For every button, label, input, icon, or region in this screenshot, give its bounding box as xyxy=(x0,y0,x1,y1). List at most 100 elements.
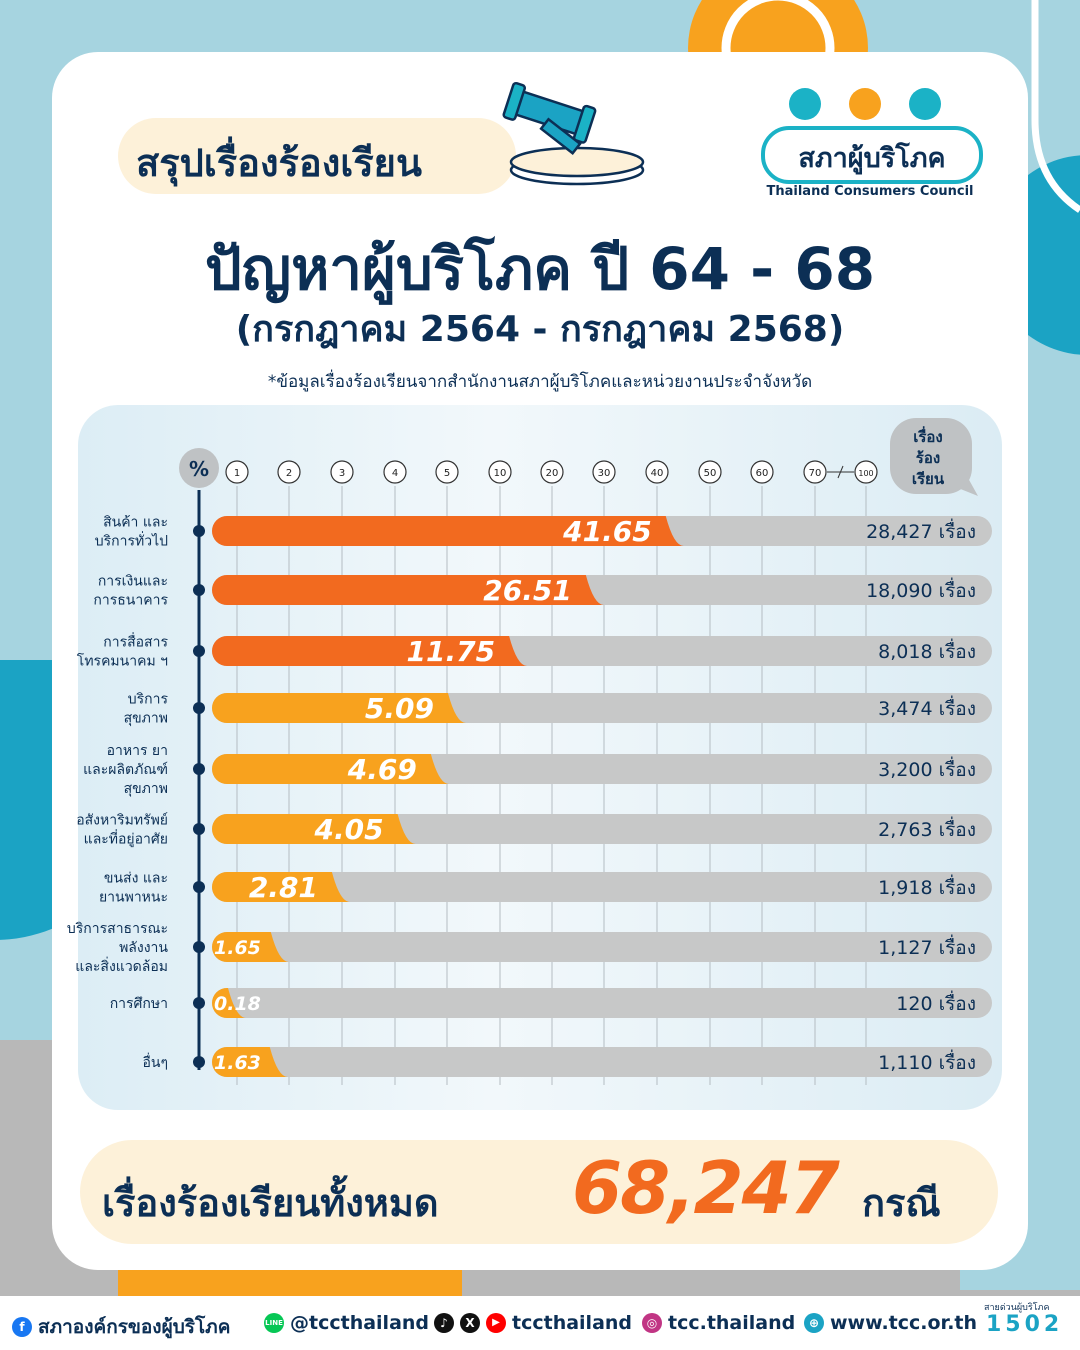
footer-facebook[interactable]: f สภาองค์กรของผู้บริโภค xyxy=(12,1312,230,1342)
category-dot xyxy=(193,997,205,1009)
bar-track xyxy=(212,872,992,902)
total-number: 68,247 xyxy=(572,1146,840,1230)
facebook-label: สภาองค์กรของผู้บริโภค xyxy=(38,1316,231,1338)
logo-name: สภาผู้บริโภค xyxy=(798,143,946,174)
category-label: พลังงาน xyxy=(119,940,168,956)
tick-label: 20 xyxy=(546,468,559,479)
bar xyxy=(212,693,466,723)
globe-icon: ⊕ xyxy=(804,1313,824,1333)
tick-circle xyxy=(540,460,564,484)
tick-label: 2 xyxy=(286,468,292,479)
logo-subtitle: Thailand Consumers Council xyxy=(766,184,974,199)
category-label: บริการ xyxy=(128,692,169,708)
page-title: ปัญหาผู้บริโภค ปี 64 - 68 xyxy=(204,235,876,303)
instagram-icon: ◎ xyxy=(642,1313,662,1333)
category-label: อสังหาริมทรัพย์ xyxy=(76,812,168,829)
count-header-text: ร้อง xyxy=(916,449,940,467)
footer-line[interactable]: LINE @tccthailand xyxy=(264,1312,429,1334)
category-label: อื่นๆ xyxy=(143,1053,169,1071)
bar xyxy=(212,754,449,784)
category-label: และผลิตภัณฑ์ xyxy=(83,761,168,778)
percent-label: 0.18 xyxy=(214,993,261,1015)
count-header-text: เรื่อง xyxy=(913,426,943,446)
website-label: www.tcc.or.th xyxy=(830,1312,978,1334)
count-label: 1,127 เรื่อง xyxy=(878,934,976,959)
category-label: สุขภาพ xyxy=(124,781,168,797)
axis-symbol: % xyxy=(189,457,209,481)
category-dot xyxy=(193,823,205,835)
total-unit: กรณี xyxy=(862,1181,941,1225)
category-dot xyxy=(193,763,205,775)
count-header-text: เรียน xyxy=(912,470,945,488)
data-source-note: *ข้อมูลเรื่องร้องเรียนจากสำนักงานสภาผู้บ… xyxy=(267,372,813,392)
tick-circle xyxy=(750,460,774,484)
category-label: อาหาร ยา xyxy=(107,743,168,759)
tick-circle xyxy=(330,460,354,484)
category-label: และที่อยู่อาศัย xyxy=(84,830,168,848)
hotline-number[interactable]: 1502 xyxy=(986,1312,1064,1337)
bar xyxy=(212,872,350,902)
footer-instagram[interactable]: ◎ tcc.thailand xyxy=(642,1312,795,1334)
tick-circle xyxy=(698,460,722,484)
tiktok-x-youtube-label: tccthailand xyxy=(512,1312,633,1334)
title-pill-text: สรุปเรื่องร้องเรียน xyxy=(136,141,422,185)
tick-circle xyxy=(854,460,878,484)
count-label: 8,018 เรื่อง xyxy=(878,638,976,663)
count-label: 3,200 เรื่อง xyxy=(878,756,976,781)
total-label: เรื่องร้องเรียนทั้งหมด xyxy=(102,1181,439,1225)
line-label: @tccthailand xyxy=(290,1312,430,1334)
category-dot xyxy=(193,584,205,596)
percent-label: 41.65 xyxy=(562,515,652,548)
percent-label: 5.09 xyxy=(365,692,434,725)
footer-website[interactable]: ⊕ www.tcc.or.th xyxy=(804,1312,977,1334)
youtube-icon: ▶ xyxy=(486,1313,506,1333)
count-label: 18,090 เรื่อง xyxy=(866,577,976,602)
facebook-icon: f xyxy=(12,1317,32,1337)
hotline-label: สายด่วนผู้บริโภค xyxy=(984,1303,1050,1313)
tick-label: 50 xyxy=(704,468,717,479)
decorative-strip xyxy=(118,1270,462,1296)
tick-label: 40 xyxy=(651,468,664,479)
category-label: สุขภาพ xyxy=(124,711,168,727)
tick-label: 3 xyxy=(339,468,345,479)
bar-track xyxy=(212,988,992,1018)
tick-label: 60 xyxy=(756,468,769,479)
bar xyxy=(212,516,684,546)
count-label: 1,918 เรื่อง xyxy=(878,874,976,899)
tick-label: 5 xyxy=(444,468,450,479)
category-label: การสื่อสาร xyxy=(103,633,168,651)
category-dot xyxy=(193,525,205,537)
tick-label: 10 xyxy=(494,468,507,479)
title-pill: สรุปเรื่องร้องเรียน xyxy=(118,118,516,194)
category-label: ยานพาหนะ xyxy=(99,890,168,906)
tick-circle xyxy=(645,460,669,484)
category-dot xyxy=(193,881,205,893)
percent-label: 4.05 xyxy=(314,813,384,846)
tick-label: 4 xyxy=(392,468,398,479)
category-label: การเงินและ xyxy=(98,574,168,590)
category-dot xyxy=(193,645,205,657)
tiktok-icon: ♪ xyxy=(434,1313,454,1333)
category-dot xyxy=(193,702,205,714)
tick-circle xyxy=(803,460,827,484)
bar xyxy=(212,814,416,844)
bar xyxy=(212,1047,288,1077)
category-label: บริการสาธารณะ xyxy=(67,921,168,937)
bar xyxy=(212,932,289,962)
bar-track xyxy=(212,932,992,962)
page-subtitle: (กรกฎาคม 2564 - กรกฎาคม 2568) xyxy=(235,309,845,350)
footer: f สภาองค์กรของผู้บริโภค LINE @tccthailan… xyxy=(0,1296,1080,1350)
percent-label: 11.75 xyxy=(407,635,496,668)
count-label: 3,474 เรื่อง xyxy=(878,695,976,720)
bar xyxy=(212,575,604,605)
axis-symbol-bg xyxy=(179,448,219,488)
category-label: โทรคมนาคม ฯ xyxy=(77,653,168,670)
tick-circle xyxy=(488,460,512,484)
instagram-label: tcc.thailand xyxy=(668,1312,796,1334)
footer-tiktok-x-youtube[interactable]: ♪ X ▶ tccthailand xyxy=(434,1312,632,1334)
tick-circle xyxy=(435,460,459,484)
tick-circle xyxy=(383,460,407,484)
bar-track xyxy=(212,814,992,844)
bar-track xyxy=(212,1047,992,1077)
category-label: ขนส่ง และ xyxy=(104,871,168,887)
